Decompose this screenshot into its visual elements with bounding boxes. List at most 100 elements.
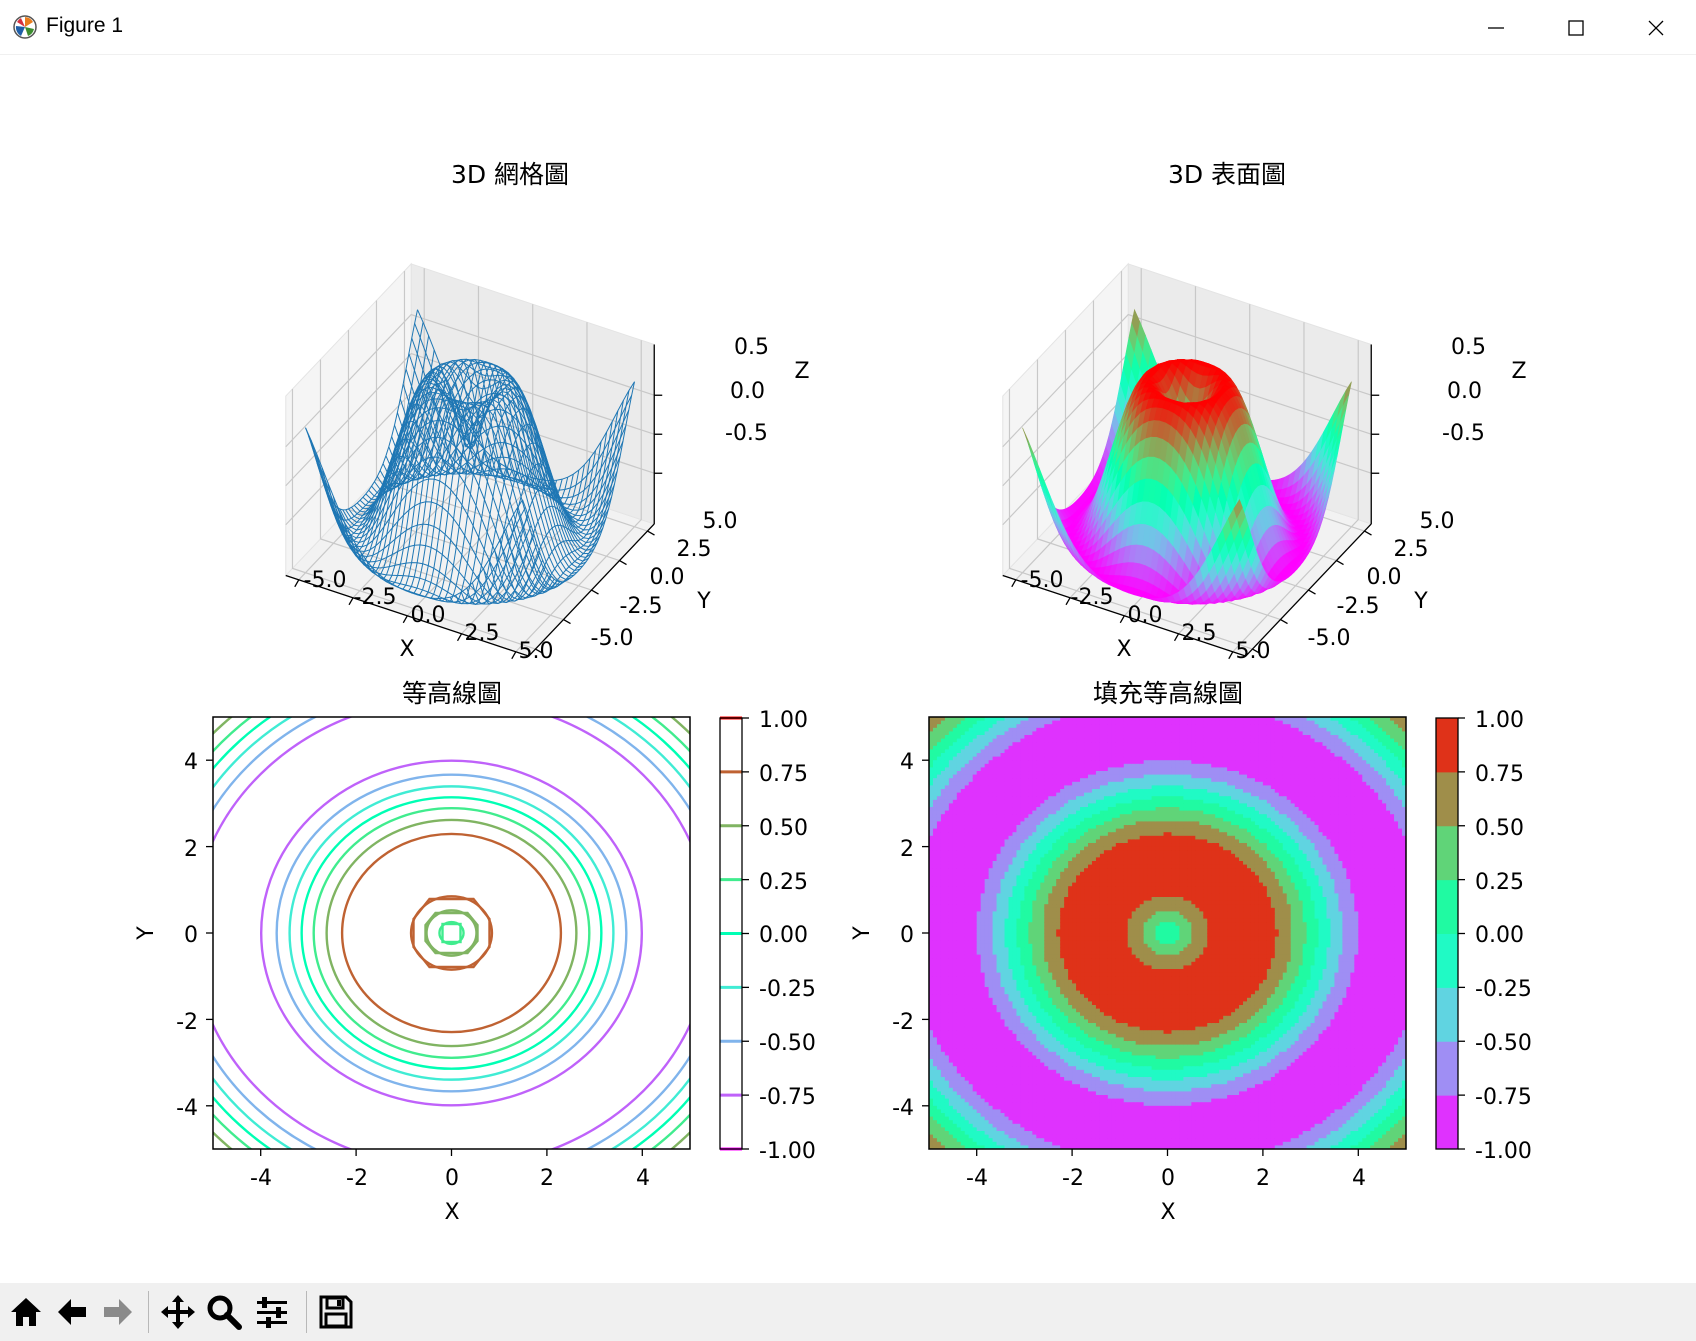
filled-cell <box>1028 1095 1033 1100</box>
filled-cell <box>1016 889 1022 894</box>
x-axis-label: X <box>1116 637 1131 662</box>
filled-cell <box>960 1008 966 1013</box>
filled-cell <box>940 1131 946 1136</box>
filled-cell <box>1004 886 1010 891</box>
filled-cell <box>944 1109 950 1114</box>
filled-cell <box>956 1012 962 1017</box>
filled-cell <box>936 1055 942 1060</box>
filled-cell <box>1016 1051 1022 1056</box>
filled-cell <box>988 961 994 966</box>
filled-cell <box>944 727 950 732</box>
close-button[interactable] <box>1616 0 1696 54</box>
filled-cell <box>952 943 958 948</box>
filled-cell <box>932 724 938 729</box>
filled-cell <box>1024 1069 1029 1074</box>
filled-cell <box>988 1026 994 1031</box>
filled-cell <box>1024 1095 1029 1100</box>
filled-cell <box>1012 1131 1018 1136</box>
filled-cell <box>948 1077 954 1082</box>
filled-cell <box>1020 954 1025 959</box>
filled-cell <box>944 749 950 754</box>
filled-cell <box>988 882 994 887</box>
filled-cell <box>936 1091 942 1096</box>
filled-cell <box>960 1109 966 1114</box>
filled-cell <box>929 1084 934 1089</box>
filled-cell <box>992 774 998 779</box>
filled-cell <box>1004 832 1010 837</box>
filled-cell <box>996 979 1002 984</box>
filled-cell <box>968 997 974 1002</box>
filled-cell <box>956 915 962 920</box>
filled-cell <box>948 799 954 804</box>
filled-cell <box>964 1069 970 1074</box>
filled-cell <box>976 821 982 826</box>
filled-cell <box>976 857 982 862</box>
wire-line <box>499 421 613 600</box>
filled-cell <box>1016 1141 1022 1146</box>
filled-cell <box>1016 943 1022 948</box>
filled-cell <box>952 778 958 783</box>
filled-cell <box>956 792 962 797</box>
filled-cell <box>929 918 934 923</box>
filled-cell <box>1028 911 1033 916</box>
wireframe-axis-lines <box>285 344 663 660</box>
filled-cell <box>984 1109 990 1114</box>
filled-cell <box>1012 1051 1018 1056</box>
filled-cell <box>988 958 994 963</box>
filled-cell <box>976 1059 982 1064</box>
filled-cell <box>948 846 954 851</box>
filled-cell <box>940 904 946 909</box>
filled-cell <box>1028 954 1033 959</box>
filled-cell <box>988 1033 994 1038</box>
filled-cell <box>1004 785 1010 790</box>
filled-cell <box>1024 753 1029 758</box>
filled-cell <box>929 1023 934 1028</box>
filled-cell <box>1012 720 1018 725</box>
filled-cell <box>944 1005 950 1010</box>
filled-cell <box>960 735 966 740</box>
filled-cell <box>940 940 946 945</box>
maximize-button[interactable] <box>1536 0 1616 54</box>
filled-cell <box>1024 742 1029 747</box>
filled-cell <box>1028 1069 1033 1074</box>
filled-cell <box>1032 778 1037 783</box>
filled-cell <box>1004 1102 1010 1107</box>
filled-cell <box>964 929 970 934</box>
filled-cell <box>956 735 962 740</box>
filled-cell <box>960 1087 966 1092</box>
filled-cell <box>980 760 986 765</box>
filled-cell <box>1008 1084 1014 1089</box>
filled-cell <box>992 1059 998 1064</box>
filled-cell <box>988 954 994 959</box>
z-axis-label: Z <box>794 359 809 384</box>
filled-cell <box>972 915 978 920</box>
minimize-button[interactable] <box>1456 0 1536 54</box>
filled-cell <box>929 987 934 992</box>
filled-cell <box>980 1095 986 1100</box>
filled-cell <box>996 871 1002 876</box>
filled-cell <box>936 900 942 905</box>
filled-cell <box>1004 1127 1010 1132</box>
wire-line <box>382 361 601 548</box>
filled-cell <box>948 1073 954 1078</box>
x-tick-label: 0.0 <box>411 603 446 628</box>
filled-cell <box>1008 839 1014 844</box>
filled-cell <box>948 1131 954 1136</box>
filled-cell <box>952 907 958 912</box>
filled-cell <box>1004 1105 1010 1110</box>
filled-cell <box>1028 940 1033 945</box>
y-tick <box>1364 530 1372 536</box>
filled-cell <box>932 1084 938 1089</box>
filled-cell <box>1024 1044 1029 1049</box>
filled-cell <box>988 1120 994 1125</box>
filled-cell <box>972 724 978 729</box>
filled-cell <box>952 720 958 725</box>
filled-cell <box>952 1037 958 1042</box>
filled-cell <box>944 763 950 768</box>
filled-cell <box>980 947 986 952</box>
wire-line <box>488 441 602 604</box>
filled-cell <box>952 1102 958 1107</box>
filled-cell <box>1012 1012 1018 1017</box>
filled-cell <box>1012 778 1018 783</box>
figure-canvas[interactable]: 3D 網格圖 -5.0 -2.5 0.0 2.5 5.0 X -5.0 -2.5… <box>0 55 1696 1283</box>
